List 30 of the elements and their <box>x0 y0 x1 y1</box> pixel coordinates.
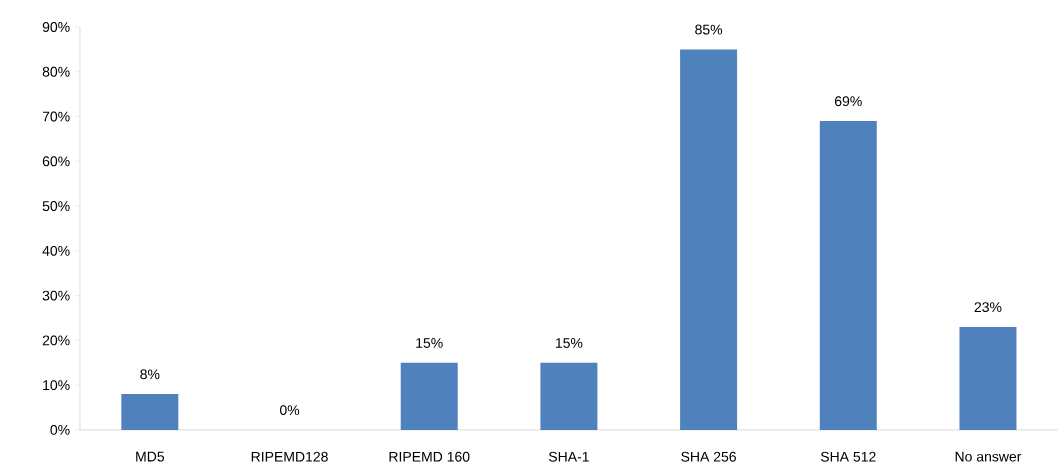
bar <box>400 362 458 430</box>
x-tick-label: RIPEMD128 <box>251 451 328 462</box>
y-tick-label: 40% <box>42 245 70 256</box>
y-tick-label: 10% <box>43 380 70 391</box>
data-label: 0% <box>279 405 300 416</box>
data-label: 23% <box>974 302 1002 313</box>
bar <box>819 121 877 430</box>
data-label: 85% <box>695 24 723 35</box>
x-tick-label: MD5 <box>136 451 165 462</box>
y-tick-label: 20% <box>42 335 70 346</box>
x-tick-label: RIPEMD 160 <box>389 451 470 462</box>
y-tick-label: 90% <box>42 22 70 32</box>
y-tick-label: 30% <box>42 290 70 301</box>
bar <box>540 362 598 430</box>
y-tick-label: 0% <box>50 425 70 435</box>
data-label: 69% <box>834 96 862 107</box>
y-tick-label: 60% <box>42 156 70 167</box>
bar <box>680 49 738 430</box>
x-tick-label: No answer <box>955 451 1022 462</box>
data-label: 15% <box>416 338 443 348</box>
bar <box>121 394 179 430</box>
y-tick-label: 70% <box>42 111 70 122</box>
x-tick-label: SHA-1 <box>548 451 589 462</box>
x-tick-label: SHA 256 <box>681 451 736 462</box>
y-tick-label: 50% <box>42 201 70 212</box>
data-label: 8% <box>140 369 160 380</box>
data-label: 15% <box>555 338 583 348</box>
x-tick-label: SHA 512 <box>820 451 876 462</box>
bar <box>959 326 1017 430</box>
y-tick-label: 80% <box>42 66 70 77</box>
